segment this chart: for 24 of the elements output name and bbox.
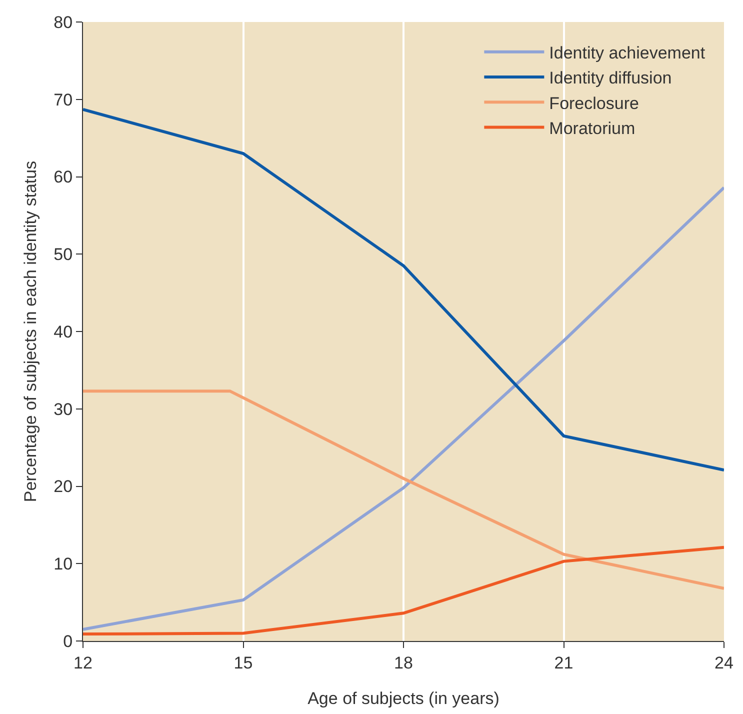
y-tick-label: 0 (63, 632, 73, 651)
legend-label: Moratorium (549, 118, 636, 138)
line-series (83, 390, 724, 590)
x-tick-label: 12 (74, 653, 92, 672)
y-tick-label: 30 (54, 400, 73, 419)
y-tick-label: 50 (54, 245, 73, 264)
y-tick-label: 70 (54, 90, 73, 110)
y-tick-label: 10 (54, 554, 73, 574)
y-tick-label: 20 (54, 477, 73, 496)
x-tick-label: 15 (234, 653, 253, 672)
x-axis-title: Age of subjects (in years) (308, 688, 500, 708)
x-tick-label: 18 (394, 653, 413, 672)
y-tick-label: 40 (54, 322, 73, 342)
line-series (83, 108, 724, 472)
line-series (83, 546, 724, 636)
x-tick-label: 21 (554, 653, 574, 672)
y-tick-label: 60 (54, 168, 73, 187)
legend-label: Identity diffusion (549, 68, 672, 88)
legend-label: Foreclosure (549, 94, 639, 113)
y-axis-title: Percentage of subjects in each identity status (21, 160, 40, 502)
legend-label: Identity achievement (549, 44, 706, 63)
y-tick-label: 80 (54, 12, 73, 32)
x-tick-label: 24 (714, 653, 734, 672)
line-series (83, 186, 724, 631)
